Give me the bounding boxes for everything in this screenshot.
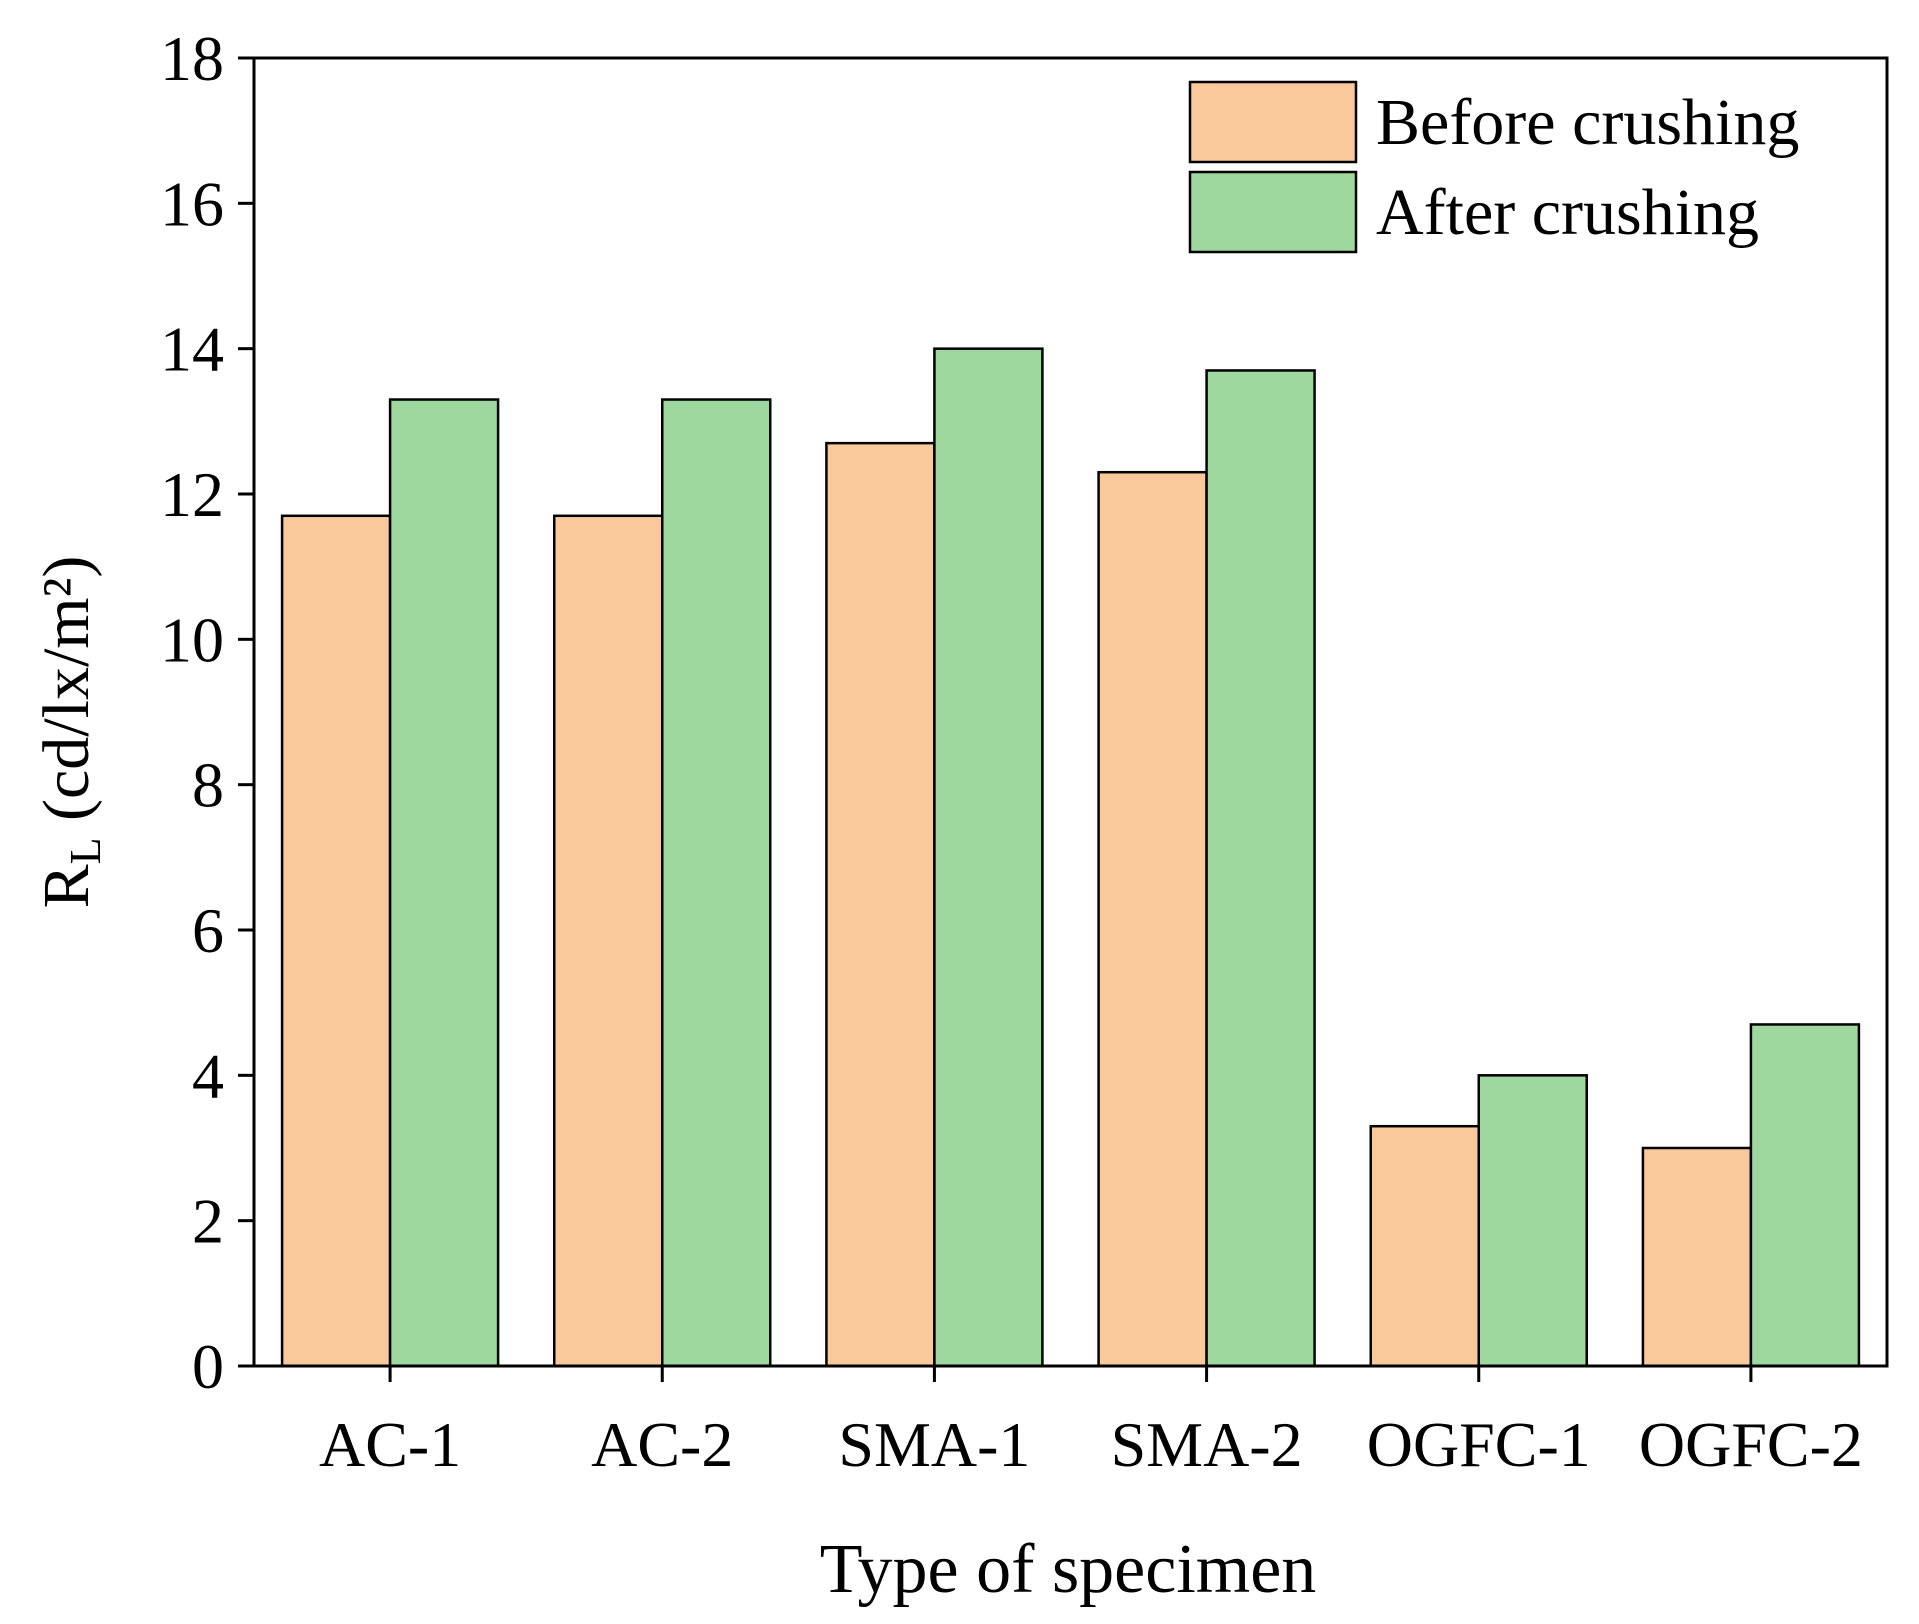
ticks-layer: 0 2 4 6 8 10 12 14 16 18 AC-1 AC-2 SMA-1 SMA-2 OGFC-1 O… bbox=[160, 23, 1863, 1480]
x-axis-title: Type of specimen bbox=[820, 1531, 1317, 1608]
x-tick-label: OGFC-1 bbox=[1367, 1409, 1591, 1480]
bar-before-ac-1 bbox=[280, 514, 392, 1368]
bar-after-ac-2 bbox=[661, 398, 772, 1368]
bar-after-ogfc-2 bbox=[1749, 1023, 1861, 1368]
bar-before-ogfc-1 bbox=[1369, 1124, 1480, 1368]
axes-layer bbox=[252, 56, 1889, 1368]
bar-after-sma-2 bbox=[1205, 369, 1316, 1368]
legend-swatch-after bbox=[1188, 170, 1358, 254]
y-tick-label: 16 bbox=[160, 168, 224, 239]
y-axis-title-subscript: L bbox=[61, 837, 110, 864]
y-tick-label: 14 bbox=[160, 314, 224, 385]
y-axis-title-main: R bbox=[30, 864, 103, 908]
x-tick-label: AC-1 bbox=[319, 1409, 461, 1480]
plot-frame bbox=[252, 56, 1889, 1368]
x-tick-label: OGFC-2 bbox=[1639, 1409, 1863, 1480]
y-tick-label: 0 bbox=[192, 1331, 224, 1402]
legend: Before crushing After crushing bbox=[1188, 80, 1799, 254]
bar-after-sma-1 bbox=[933, 347, 1044, 1368]
y-tick-label: 2 bbox=[192, 1186, 224, 1257]
x-tick-label: AC-2 bbox=[591, 1409, 733, 1480]
y-tick-label: 8 bbox=[192, 750, 224, 821]
bar-before-ogfc-2 bbox=[1641, 1146, 1753, 1368]
y-tick-label: 4 bbox=[192, 1040, 224, 1111]
bars-layer bbox=[280, 347, 1861, 1368]
y-tick-label: 12 bbox=[160, 459, 224, 530]
legend-swatch-before bbox=[1188, 80, 1358, 164]
bar-after-ac-1 bbox=[388, 398, 500, 1368]
y-tick-label: 18 bbox=[160, 23, 224, 94]
y-tick-label: 6 bbox=[192, 895, 224, 966]
y-tick-label: 10 bbox=[160, 604, 224, 675]
bar-after-ogfc-1 bbox=[1477, 1074, 1588, 1368]
x-tick-label: SMA-1 bbox=[838, 1409, 1030, 1480]
y-axis-title-unit: (cd/lx/m²) bbox=[30, 556, 103, 838]
bar-before-sma-1 bbox=[825, 441, 936, 1368]
legend-label-before: Before crushing bbox=[1376, 86, 1799, 159]
x-tick-label: SMA-2 bbox=[1111, 1409, 1303, 1480]
legend-label-after: After crushing bbox=[1376, 176, 1759, 249]
y-axis-title: RL (cd/lx/m²) bbox=[30, 556, 110, 909]
bar-before-sma-2 bbox=[1097, 470, 1208, 1368]
bar-before-ac-2 bbox=[553, 514, 664, 1368]
